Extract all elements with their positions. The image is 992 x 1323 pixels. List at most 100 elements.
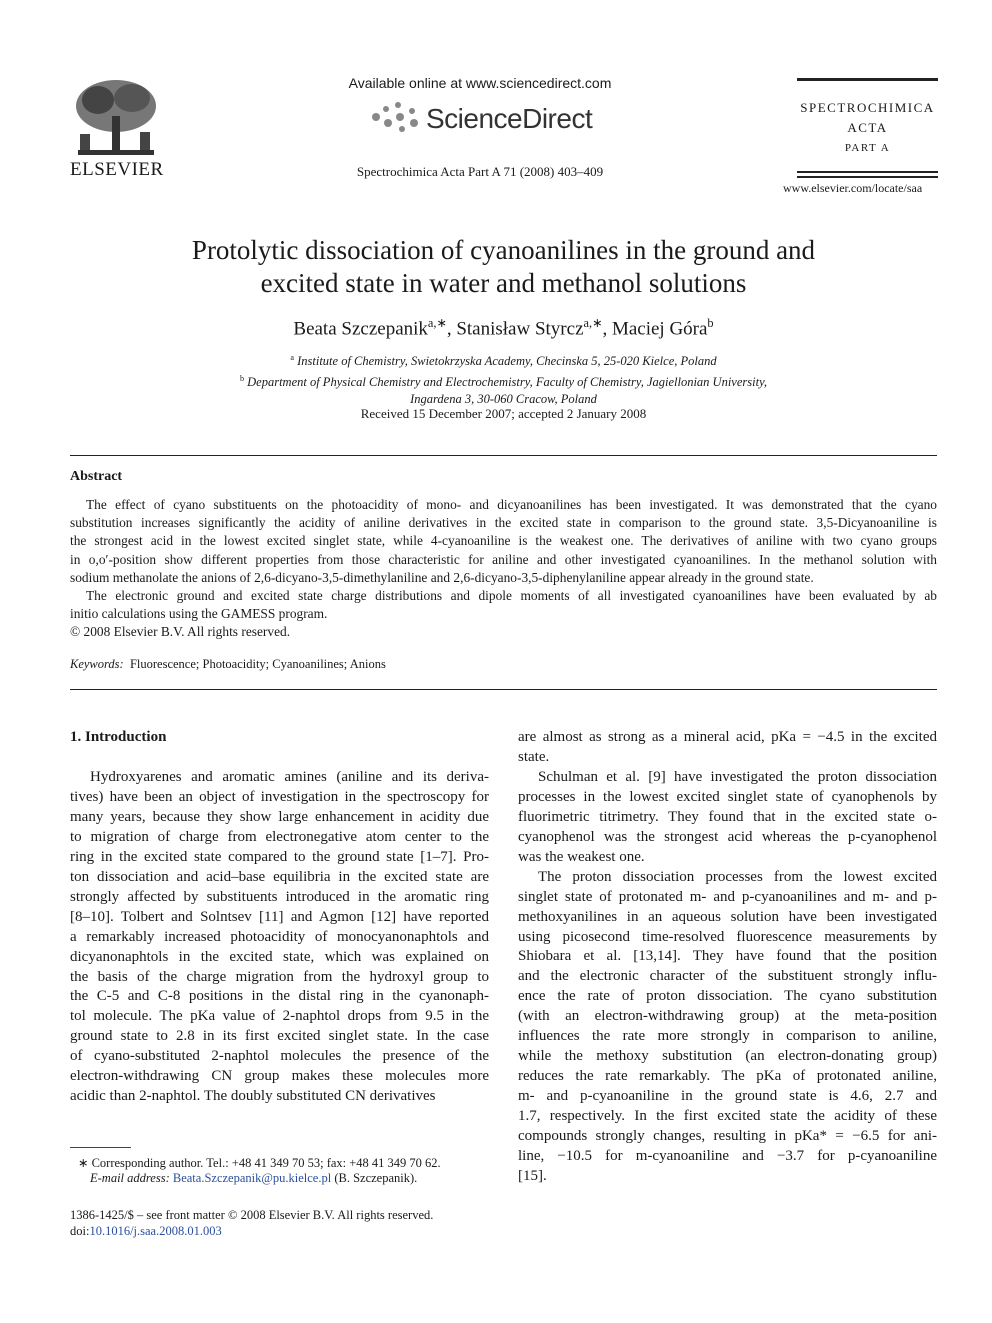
text-line: to migration of charge from electronegat… bbox=[70, 828, 489, 845]
logo-tree bbox=[76, 80, 156, 155]
front-matter: 1386-1425/$ – see front matter © 2008 El… bbox=[70, 1208, 434, 1222]
author-affiliation-mark: b bbox=[707, 316, 714, 330]
text-line: ton dissociation and acid–base equilibri… bbox=[70, 868, 489, 885]
keywords: Keywords: Fluorescence; Photoacidity; Cy… bbox=[70, 657, 386, 672]
journal-citation: Spectrochimica Acta Part A 71 (2008) 403… bbox=[356, 164, 604, 179]
text-line: and the electronic character of the subs… bbox=[518, 968, 937, 985]
text-line: Hydroxyarenes and aromatic amines (anili… bbox=[90, 769, 489, 785]
author-affiliation-mark: a,∗ bbox=[583, 316, 603, 330]
journal-name-line: PART A bbox=[844, 142, 891, 154]
affiliation-label: a bbox=[290, 353, 294, 362]
header-rule bbox=[797, 176, 938, 178]
footnote-corresponding: ∗ Corresponding author. Tel.: +48 41 349… bbox=[78, 1156, 441, 1170]
text-line: processes in the lowest excited singlet … bbox=[518, 788, 937, 805]
affiliation-line: Ingardena 3, 30-060 Cracow, Poland bbox=[70, 391, 937, 408]
text-line: The electronic ground and excited state … bbox=[86, 588, 937, 603]
text-line: © 2008 Elsevier B.V. All rights reserved… bbox=[70, 624, 291, 640]
text-line: 1.7, respectively. In the first excited … bbox=[518, 1108, 937, 1125]
journal-name-line: ACTA bbox=[847, 120, 888, 135]
email-link[interactable]: Beata.Szczepanik@pu.kielce.pl bbox=[172, 1171, 332, 1185]
footnote-email: E-mail address: Beata.Szczepanik@pu.kiel… bbox=[90, 1171, 417, 1186]
email-owner: (B. Szczepanik). bbox=[334, 1171, 418, 1185]
sciencedirect-logo: ScienceDirect bbox=[426, 103, 593, 134]
text-line: dicyanonaphtols in the excited state, wh… bbox=[70, 948, 489, 965]
text-line: The proton dissociation processes from t… bbox=[538, 868, 937, 885]
section-heading: 1. Introduction bbox=[70, 729, 167, 745]
affiliation-text: Institute of Chemistry, Swietokrzyska Ac… bbox=[297, 354, 717, 369]
available-online: Available online at www.sciencedirect.co… bbox=[348, 75, 612, 91]
authors: Beata Szczepanika,∗, Stanisław Styrcza,∗… bbox=[293, 316, 714, 340]
text-line: strongly affected by substituents introd… bbox=[70, 888, 489, 905]
text-line: line, −10.5 for m-cyanoaniline and −3.7 … bbox=[518, 1147, 937, 1164]
doi: doi:10.1016/j.saa.2008.01.003 bbox=[70, 1224, 222, 1239]
publisher-name: ELSEVIER bbox=[70, 159, 164, 180]
text-line: tives) have been an object of investigat… bbox=[70, 788, 489, 805]
text-line: sodium methanolate the anions of 2,6-dic… bbox=[70, 569, 814, 585]
text-line: in o,o′-position show different properti… bbox=[70, 551, 937, 567]
text-line: influences the rate more strongly in com… bbox=[518, 1028, 937, 1045]
elsevier-logo bbox=[68, 76, 164, 158]
text-line: many years, because they show large enha… bbox=[70, 808, 489, 825]
text-line: tol molecule. The pKa value of 2-naphtol… bbox=[70, 1008, 489, 1025]
article-title: Protolytic dissociation of cyanoanilines… bbox=[70, 234, 937, 300]
text-line: The effect of cyano substituents on the … bbox=[86, 497, 937, 512]
header-rule bbox=[797, 171, 938, 173]
text-line: (with an electron-withdrawing group) at … bbox=[518, 1008, 937, 1025]
affiliation-text: Department of Physical Chemistry and Ele… bbox=[247, 375, 768, 390]
text-line: was the weakest one. bbox=[518, 848, 645, 865]
text-line: are almost as strong as a mineral acid, … bbox=[518, 729, 937, 745]
abstract-heading: Abstract bbox=[70, 469, 123, 484]
text-line: [8–10]. Tolbert and Solntsev [11] and Ag… bbox=[70, 908, 489, 925]
author-affiliation-mark: a,∗ bbox=[427, 316, 447, 330]
journal-url: www.elsevier.com/locate/saa bbox=[783, 181, 923, 195]
text-line: substitution increases significantly the… bbox=[70, 515, 937, 531]
affiliations: a Institute of Chemistry, Swietokrzyska … bbox=[70, 349, 937, 408]
text-line: the strongest acid in the lowest excited… bbox=[70, 533, 937, 549]
text-line: a remarkably increased photoacidity of m… bbox=[70, 928, 489, 945]
text-line: state. bbox=[518, 748, 550, 765]
text-line: [15]. bbox=[518, 1167, 547, 1184]
text-line: methoxyanilines in an aqueous solution h… bbox=[518, 908, 937, 925]
text-line: Schulman et al. [9] have investigated th… bbox=[538, 768, 937, 785]
text-line: ence the rate of proton dissociation. Th… bbox=[518, 988, 937, 1005]
text-line: ground state to 2.8 in its first excited… bbox=[70, 1028, 489, 1045]
doi-prefix: doi: bbox=[70, 1224, 90, 1238]
text-line: m- and p-cyanoaniline in the ground stat… bbox=[518, 1088, 937, 1105]
journal-name: SPECTROCHIMICA ACTA PART A bbox=[797, 98, 938, 158]
title-line: Protolytic dissociation of cyanoanilines… bbox=[191, 235, 816, 265]
text-line: singlet state of protonated m- and p-cya… bbox=[518, 888, 937, 905]
text-line: cyanophenol was the strongest acid where… bbox=[518, 828, 937, 845]
received-dates: Received 15 December 2007; accepted 2 Ja… bbox=[360, 406, 647, 421]
text-line: reduces the rate remarkably. The pKa of … bbox=[518, 1068, 937, 1085]
author-name: Maciej Góra bbox=[611, 318, 708, 340]
affiliation-line: a Institute of Chemistry, Swietokrzyska … bbox=[70, 349, 937, 370]
text-line: while the methoxy substitution (an elect… bbox=[518, 1048, 937, 1065]
text-line: acidic than 2-naphtol. The doubly substi… bbox=[70, 1088, 436, 1105]
affiliation-label: b bbox=[239, 374, 244, 384]
doi-link[interactable]: 10.1016/j.saa.2008.01.003 bbox=[89, 1224, 222, 1238]
author-name: Beata Szczepanik bbox=[293, 318, 428, 340]
text-line: the basis of the charge migration from t… bbox=[70, 968, 489, 985]
title-line: excited state in water and methanol solu… bbox=[260, 268, 747, 298]
text-line: compounds strongly changes, resulting in… bbox=[518, 1128, 937, 1144]
text-line: ring in the excited state compared to th… bbox=[70, 848, 489, 865]
journal-name-line: SPECTROCHIMICA bbox=[800, 100, 935, 115]
text-line: Shiobara et al. [13,14]. They have found… bbox=[518, 948, 937, 965]
text-line: fluorimetric titrimetry. They found that… bbox=[518, 808, 937, 825]
text-line: the C-5 and C-8 positions in the distal … bbox=[70, 988, 489, 1005]
email-label: E-mail address: bbox=[90, 1171, 170, 1185]
affiliation-line: b Department of Physical Chemistry and E… bbox=[70, 370, 937, 391]
text-line: electron-withdrawing CN group makes thes… bbox=[70, 1068, 489, 1085]
sciencedirect-dots bbox=[372, 102, 418, 132]
rule bbox=[70, 455, 937, 456]
rule bbox=[70, 689, 937, 690]
footnote-rule bbox=[70, 1147, 131, 1148]
text-line: using picosecond time-resolved fluoresce… bbox=[518, 928, 937, 945]
affiliation-text: Ingardena 3, 30-060 Cracow, Poland bbox=[410, 392, 597, 407]
header-rule bbox=[797, 78, 938, 81]
author-name: Stanisław Styrcz bbox=[456, 318, 584, 340]
keywords-list: Fluorescence; Photoacidity; Cyanoaniline… bbox=[129, 657, 386, 671]
keywords-label: Keywords: bbox=[70, 657, 124, 671]
